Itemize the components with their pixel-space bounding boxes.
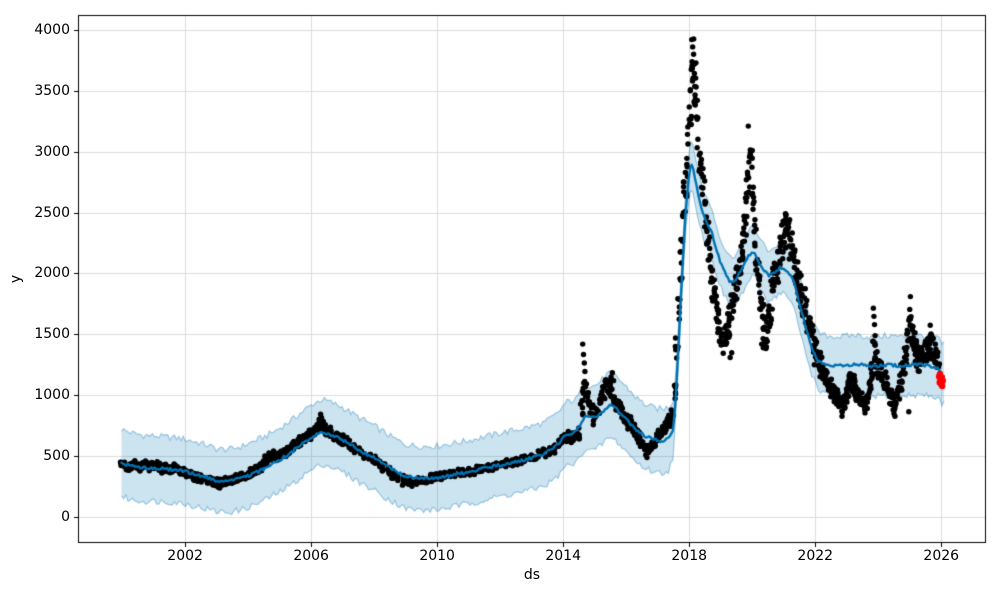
y-tick-label: 3500 [34, 82, 70, 99]
y-tick-label: 3000 [34, 143, 70, 160]
y-tick-label: 4000 [34, 21, 70, 38]
y-tick-label: 500 [43, 448, 70, 465]
x-tick-label: 2006 [293, 548, 329, 564]
x-axis-label: ds [523, 567, 541, 583]
y-tick-label: 1500 [34, 326, 70, 343]
y-tick-label: 0 [61, 509, 70, 526]
y-tick-label: 2500 [34, 204, 70, 221]
y-tick-label: 2000 [34, 265, 70, 282]
x-tick-label: 2022 [797, 548, 834, 564]
y-axis-label: y [8, 274, 24, 284]
x-tick-label: 2014 [545, 548, 582, 564]
x-tick-label: 2026 [923, 548, 960, 564]
x-tick-label: 2010 [419, 548, 455, 564]
x-tick-label: 2018 [671, 548, 708, 564]
y-tick-label: 1000 [34, 387, 70, 404]
x-tick-label: 2002 [167, 548, 203, 564]
